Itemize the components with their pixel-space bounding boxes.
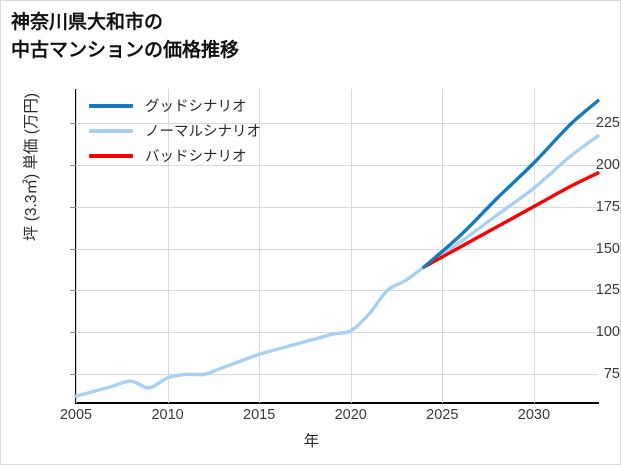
series-line-バッドシナリオ (422, 171, 600, 269)
x-tick-label: 2010 (151, 407, 184, 423)
data-series-group (74, 99, 600, 398)
y-tick-mark (70, 374, 76, 376)
x-tick-label: 2020 (334, 407, 367, 423)
gridline-vertical (259, 89, 261, 403)
legend-label: バッドシナリオ (145, 149, 247, 165)
gridline-vertical (76, 89, 77, 403)
page-title: 神奈川県大和市の 中古マンションの価格推移 (11, 12, 240, 61)
legend-label: グッドシナリオ (145, 99, 247, 115)
y-tick-label: 225 (595, 114, 620, 131)
legend-normal[interactable]: ノーマルシナリオ (89, 118, 304, 143)
y-tick-label: 125 (595, 282, 620, 299)
x-tick-label: 2030 (517, 407, 551, 423)
gridline-horizontal (76, 248, 598, 250)
legend-label: ノーマルシナリオ (145, 124, 261, 140)
y-tick-mark (70, 206, 76, 208)
x-axis-label: 年 (303, 433, 320, 450)
series-line-ノーマルシナリオ (74, 134, 600, 398)
gridline-vertical (533, 89, 535, 403)
y-tick-mark (70, 122, 76, 124)
y-tick-mark (70, 290, 76, 292)
y-tick-mark (70, 332, 76, 334)
gridline-vertical (442, 89, 444, 403)
x-tick-label: 2015 (243, 407, 276, 423)
gridline-vertical (167, 89, 169, 403)
x-tick-label: 2025 (426, 407, 459, 423)
series-line-グッドシナリオ (422, 99, 600, 269)
legend-swatch-icon (89, 153, 133, 158)
x-tick-label: 2005 (59, 407, 93, 423)
chart-legend: グッドシナリオ ノーマルシナリオ バッドシナリオ (89, 93, 304, 168)
y-tick-label: 75 (603, 366, 620, 383)
legend-swatch-icon (89, 128, 133, 133)
legend-swatch-icon (89, 103, 133, 108)
x-axis-line (75, 402, 599, 404)
gridline-horizontal (76, 206, 598, 208)
y-axis-label: 坪 (3.3㎡) 単価 (万円) (23, 92, 40, 242)
y-tick-label: 100 (595, 324, 620, 341)
legend-good[interactable]: グッドシナリオ (89, 93, 304, 118)
gridline-vertical (350, 89, 352, 403)
legend-bad[interactable]: バッドシナリオ (89, 143, 304, 168)
gridline-horizontal (76, 164, 598, 166)
y-tick-label: 200 (595, 156, 620, 173)
y-tick-label: 175 (595, 198, 620, 215)
gridline-horizontal (76, 374, 598, 376)
gridline-horizontal (76, 290, 598, 292)
gridline-horizontal (76, 122, 598, 124)
y-tick-mark (70, 248, 76, 250)
y-tick-label: 150 (595, 240, 620, 257)
plot-area (74, 89, 600, 403)
y-tick-mark (70, 164, 76, 166)
